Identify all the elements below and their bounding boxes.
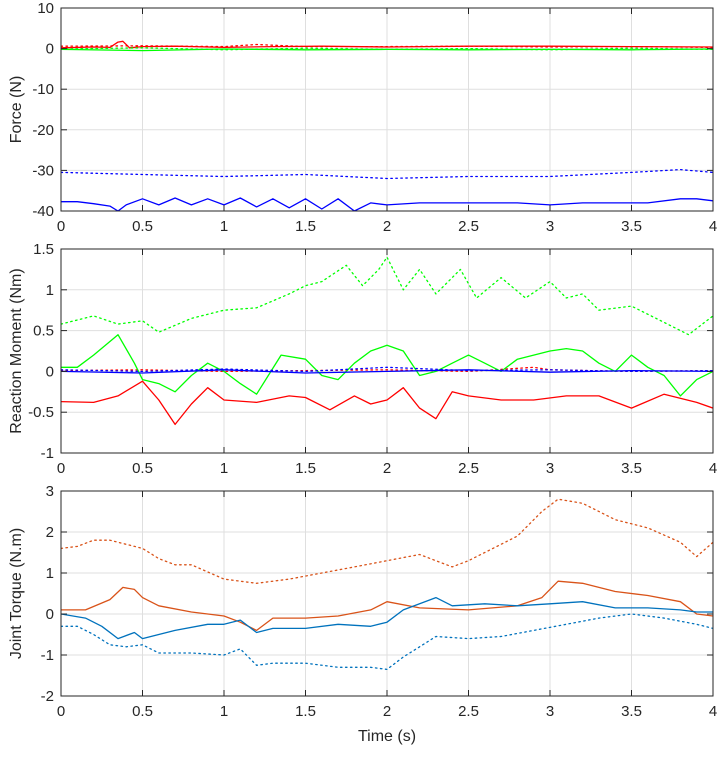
reaction-moment-series-4-line	[61, 256, 713, 336]
reaction-moment-panel: 0 0.5 1 1.5 2 2.5 3 3.5 4 -1 -0.5 0 0.5 1 1.5 Reaction…	[8, 241, 717, 477]
force-xtick-label-2: 1	[220, 218, 228, 235]
force-ytick-label-3: -10	[32, 81, 54, 98]
force-series-6-line	[61, 168, 713, 180]
joint-torque-xtick-label-7: 3.5	[621, 703, 642, 720]
joint-torque-xtick-label-4: 2	[383, 703, 391, 720]
joint-torque-xtick-label-0: 0	[57, 703, 65, 720]
reaction-moment-xtick-label-1: 0.5	[132, 460, 153, 477]
reaction-moment-series-6-line	[61, 366, 713, 373]
force-series-5-line	[61, 197, 713, 211]
joint-torque-xtick-label-5: 2.5	[458, 703, 479, 720]
joint-torque-xtick-label-2: 1	[220, 703, 228, 720]
joint-torque-ytick-label-4: 2	[46, 524, 54, 541]
force-series-2-line	[61, 43, 713, 49]
joint-torque-xlabel: Time (s)	[358, 728, 416, 745]
reaction-moment-xtick-label-4: 2	[383, 460, 391, 477]
reaction-moment-xtick-label-8: 4	[709, 460, 717, 477]
reaction-moment-xtick-label-2: 1	[220, 460, 228, 477]
reaction-moment-ytick-label-4: 1	[46, 282, 54, 299]
reaction-moment-xtick-label-0: 0	[57, 460, 65, 477]
joint-torque-ytick-label-0: -2	[41, 688, 54, 705]
reaction-moment-xtick-label-3: 1.5	[295, 460, 316, 477]
reaction-moment-ytick-label-1: -0.5	[28, 404, 54, 421]
joint-torque-ytick-label-5: 3	[46, 483, 54, 500]
joint-torque-ytick-label-3: 1	[46, 565, 54, 582]
reaction-moment-series-5-line	[61, 369, 713, 374]
force-ylabel: Force (N)	[8, 76, 25, 144]
force-xtick-label-1: 0.5	[132, 218, 153, 235]
force-xtick-label-7: 3.5	[621, 218, 642, 235]
force-xtick-label-0: 0	[57, 218, 65, 235]
reaction-moment-ytick-label-0: -1	[41, 445, 54, 462]
joint-torque-ylabel: Joint Torque (N.m)	[8, 528, 25, 659]
reaction-moment-series-3-line	[61, 334, 713, 397]
reaction-moment-xtick-label-5: 2.5	[458, 460, 479, 477]
force-series-1-line	[61, 40, 713, 49]
joint-torque-xtick-label-3: 1.5	[295, 703, 316, 720]
joint-torque-xtick-label-6: 3	[546, 703, 554, 720]
force-series-4-line	[61, 47, 713, 51]
reaction-moment-series-1-line	[61, 380, 713, 426]
force-ytick-label-0: -40	[32, 203, 54, 220]
reaction-moment-xtick-label-7: 3.5	[621, 460, 642, 477]
reaction-moment-ylabel: Reaction Moment (Nm)	[8, 268, 25, 433]
force-ytick-label-4: 0	[46, 41, 54, 58]
joint-torque-ytick-label-1: -1	[41, 647, 54, 664]
force-ytick-label-5: 10	[37, 0, 54, 17]
joint-torque-series-1-line	[61, 580, 713, 632]
joint-torque-xtick-label-8: 4	[709, 703, 717, 720]
joint-torque-panel: 0 0.5 1 1.5 2 2.5 3 3.5 4 -2 -1 0 1 2 3 Joint Torque (…	[8, 483, 717, 745]
reaction-moment-ytick-label-2: 0	[46, 363, 54, 380]
joint-torque-xtick-label-1: 0.5	[132, 703, 153, 720]
force-xtick-label-3: 1.5	[295, 218, 316, 235]
force-ytick-label-1: -30	[32, 162, 54, 179]
force-panel: 0 0.5 1 1.5 2 2.5 3 3.5 4 -40 -30 -20 -10 0 10 Force (…	[8, 0, 717, 235]
reaction-moment-ytick-label-3: 0.5	[33, 323, 54, 340]
force-xtick-label-4: 2	[383, 218, 391, 235]
joint-torque-series-2-line	[61, 498, 713, 584]
force-xtick-label-5: 2.5	[458, 218, 479, 235]
joint-torque-ytick-label-2: 0	[46, 606, 54, 623]
force-ytick-label-2: -20	[32, 122, 54, 139]
joint-torque-series-3-line	[61, 596, 713, 640]
force-xtick-label-6: 3	[546, 218, 554, 235]
force-xtick-label-8: 4	[709, 218, 717, 235]
reaction-moment-ytick-label-5: 1.5	[33, 241, 54, 258]
reaction-moment-xtick-label-6: 3	[546, 460, 554, 477]
